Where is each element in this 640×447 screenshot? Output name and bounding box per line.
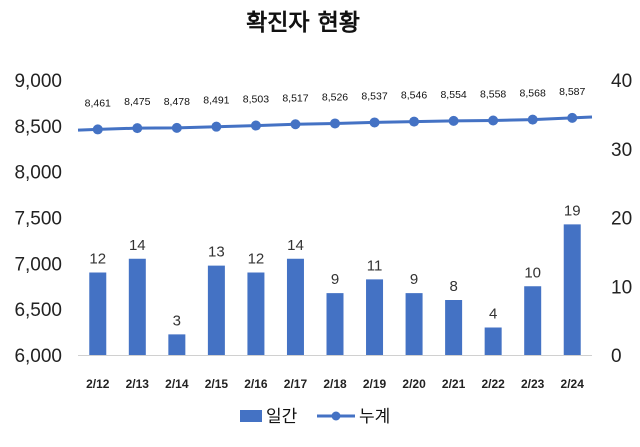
bar-data-label: 12 xyxy=(89,251,106,268)
bar-data-label: 14 xyxy=(129,237,146,254)
left-axis-tick-label: 6,000 xyxy=(14,346,62,367)
line-marker xyxy=(409,116,420,127)
right-axis-tick-label: 30 xyxy=(611,140,632,161)
right-axis-tick-label: 10 xyxy=(611,277,632,298)
x-axis-tick-label: 2/16 xyxy=(244,377,268,391)
bar xyxy=(366,279,384,355)
line-data-label: 8,491 xyxy=(203,95,229,107)
bar-data-label: 8 xyxy=(449,278,457,295)
legend-bar-label: 일간 xyxy=(266,407,298,427)
line-marker xyxy=(211,121,222,132)
bar-data-label: 3 xyxy=(173,312,181,329)
x-axis-tick-label: 2/20 xyxy=(402,377,426,391)
left-axis-tick-label: 6,500 xyxy=(14,300,62,321)
x-axis-tick-label: 2/17 xyxy=(284,377,308,391)
line-series xyxy=(77,112,593,135)
x-axis-tick-label: 2/13 xyxy=(126,377,150,391)
line-marker xyxy=(92,124,103,135)
left-axis-tick-label: 7,000 xyxy=(14,254,62,275)
x-axis-tick-label: 2/22 xyxy=(481,377,505,391)
bar-data-label: 9 xyxy=(410,271,418,288)
line-marker xyxy=(171,122,182,133)
legend-line-marker xyxy=(331,411,341,421)
bar-data-labels: 12 14 3 13 12 14 9 11 9 8 4 10 19 xyxy=(89,202,580,329)
right-axis-tick-label: 40 xyxy=(611,71,632,92)
bar xyxy=(326,293,344,355)
left-axis-tick-label: 8,500 xyxy=(14,117,62,138)
line-data-labels: 8,461 8,475 8,478 8,491 8,503 8,517 8,526 8,537… xyxy=(85,86,586,110)
line-data-label: 8,475 xyxy=(124,96,150,108)
bar xyxy=(524,286,542,355)
bar-data-label: 13 xyxy=(208,244,225,261)
bar xyxy=(405,293,423,355)
bar xyxy=(484,327,502,355)
x-axis-tick-label: 2/24 xyxy=(561,377,585,391)
line-marker xyxy=(330,118,340,129)
line-marker xyxy=(448,115,459,126)
left-axis-tick-label: 7,500 xyxy=(14,209,62,230)
right-axis-tick-label: 20 xyxy=(611,209,632,230)
bar-data-label: 10 xyxy=(524,264,541,281)
legend-bar-swatch xyxy=(240,410,262,422)
x-axis: 2/12 2/13 2/14 2/15 2/16 2/17 2/18 2/19 2/20 2/21… xyxy=(78,355,592,391)
line-data-label: 8,587 xyxy=(559,86,585,98)
line-marker xyxy=(527,114,538,125)
bar xyxy=(286,258,304,355)
left-axis-tick-label: 9,000 xyxy=(14,71,62,92)
chart-title: 확진자 현황 xyxy=(246,10,360,36)
line-marker xyxy=(290,119,301,130)
x-axis-tick-label: 2/18 xyxy=(323,377,347,391)
line-marker xyxy=(488,115,499,126)
bar-series xyxy=(89,224,581,355)
legend: 일간 누계 xyxy=(240,407,390,427)
bar-data-label: 14 xyxy=(287,237,304,254)
x-axis-tick-label: 2/19 xyxy=(363,377,387,391)
right-axis: 0 10 20 30 40 xyxy=(611,71,632,367)
right-axis-tick-label: 0 xyxy=(611,346,622,367)
line-data-label: 8,478 xyxy=(164,96,190,108)
bar-data-label: 9 xyxy=(331,271,339,288)
line-data-label: 8,558 xyxy=(480,89,506,101)
line-marker xyxy=(250,120,261,131)
x-axis-tick-label: 2/14 xyxy=(165,377,189,391)
x-axis-tick-label: 2/15 xyxy=(205,377,229,391)
line-marker xyxy=(369,117,380,128)
line-marker xyxy=(132,123,143,134)
bar xyxy=(168,334,186,355)
line-data-label: 8,526 xyxy=(322,91,348,103)
bar-data-label: 4 xyxy=(489,306,497,323)
line-data-label: 8,546 xyxy=(401,90,427,102)
bar xyxy=(247,272,265,355)
x-axis-tick-label: 2/21 xyxy=(442,377,466,391)
x-axis-tick-label: 2/12 xyxy=(86,377,110,391)
line-data-label: 8,461 xyxy=(85,97,111,109)
bar-data-label: 19 xyxy=(564,202,581,219)
line-data-label: 8,503 xyxy=(243,94,269,106)
bar xyxy=(445,300,463,355)
line-data-label: 8,568 xyxy=(520,88,546,100)
bar xyxy=(563,224,581,355)
line-data-label: 8,537 xyxy=(361,90,387,102)
line-data-label: 8,554 xyxy=(440,89,466,101)
line-data-label: 8,517 xyxy=(282,92,308,104)
x-axis-tick-label: 2/23 xyxy=(521,377,545,391)
bar xyxy=(128,258,146,355)
left-axis: 6,000 6,500 7,000 7,500 8,000 8,500 9,000 xyxy=(14,71,62,367)
bar xyxy=(207,265,225,355)
legend-line-label: 누계 xyxy=(359,407,390,427)
line-marker xyxy=(567,112,578,123)
bar-data-label: 12 xyxy=(248,251,265,268)
bar xyxy=(89,272,107,355)
left-axis-tick-label: 8,000 xyxy=(14,163,62,184)
bar-data-label: 11 xyxy=(367,257,383,274)
